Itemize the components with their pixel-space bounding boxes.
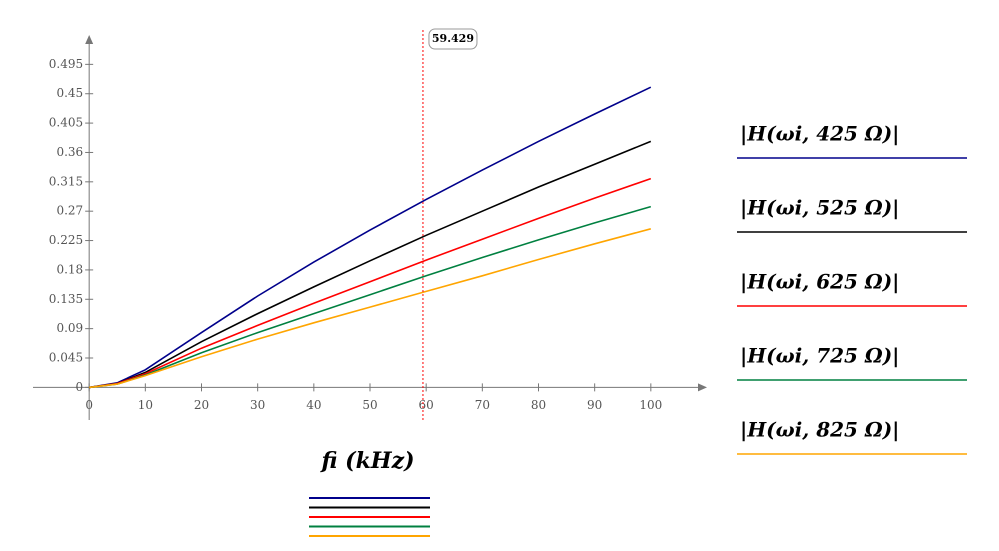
x-tick-label: 80 bbox=[531, 398, 546, 412]
y-tick-label: 0.135 bbox=[49, 292, 83, 306]
y-tick-label: 0.27 bbox=[56, 204, 83, 218]
y-tick-label: 0.045 bbox=[49, 351, 83, 365]
x-tick-label: 40 bbox=[306, 398, 321, 412]
y-tick-label: 0.36 bbox=[56, 145, 83, 159]
y-tick-label: 0.405 bbox=[49, 116, 83, 130]
series-line bbox=[89, 177, 652, 389]
y-tick-label: 0.09 bbox=[56, 321, 83, 335]
x-axis-label: fi (kHz) bbox=[320, 448, 415, 474]
y-tick-label: 0.315 bbox=[49, 174, 83, 188]
series-line bbox=[89, 86, 652, 389]
y-tick-label: 0.225 bbox=[49, 233, 83, 247]
cursor-label: 59.429 bbox=[432, 32, 474, 45]
legend-label: |H(ωi, 825 Ω)| bbox=[740, 418, 899, 442]
x-tick-label: 20 bbox=[194, 398, 209, 412]
series-line bbox=[89, 228, 652, 389]
x-tick-label: 100 bbox=[639, 398, 662, 412]
x-tick-label: 70 bbox=[475, 398, 490, 412]
legend-label: |H(ωi, 625 Ω)| bbox=[740, 270, 899, 294]
y-tick-label: 0.18 bbox=[56, 262, 83, 276]
x-tick-label: 90 bbox=[587, 398, 602, 412]
y-tick-label: 0.495 bbox=[49, 57, 83, 71]
x-tick-label: 10 bbox=[138, 398, 153, 412]
cursor-box bbox=[428, 28, 478, 50]
legend-label: |H(ωi, 425 Ω)| bbox=[740, 122, 899, 146]
series-line bbox=[89, 140, 652, 389]
legend-label: |H(ωi, 525 Ω)| bbox=[740, 196, 899, 220]
x-axis-arrow bbox=[698, 383, 707, 392]
y-axis-arrow bbox=[85, 35, 94, 44]
x-tick-label: 0 bbox=[85, 398, 93, 412]
x-tick-label: 60 bbox=[419, 398, 434, 412]
x-tick-label: 50 bbox=[362, 398, 377, 412]
y-tick-label: 0.45 bbox=[56, 86, 83, 100]
legend-label: |H(ωi, 725 Ω)| bbox=[740, 344, 899, 368]
y-tick-label: 0 bbox=[76, 380, 84, 394]
x-tick-label: 30 bbox=[250, 398, 265, 412]
